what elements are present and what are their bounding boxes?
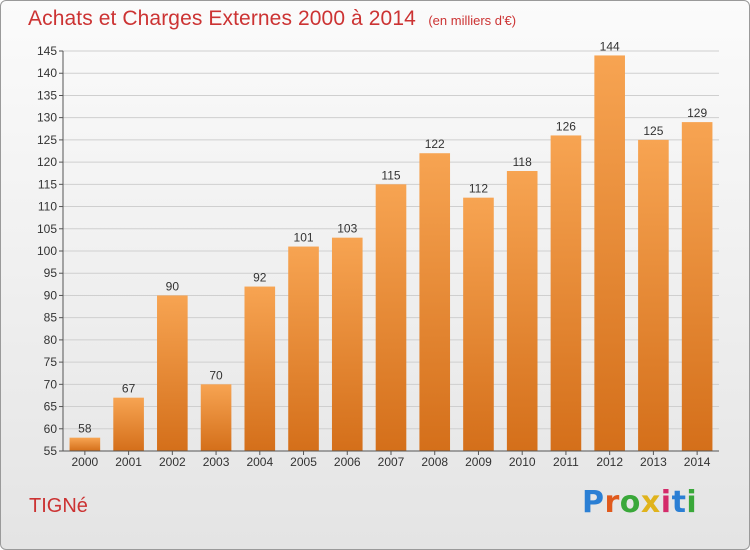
x-tick-label-2005: 2005 bbox=[290, 455, 317, 469]
bar-2004 bbox=[244, 286, 276, 451]
bar-2006 bbox=[331, 237, 363, 451]
y-tick-label-110: 110 bbox=[38, 200, 57, 214]
y-tick-label-140: 140 bbox=[37, 66, 57, 80]
x-tick-label-2000: 2000 bbox=[72, 455, 99, 469]
y-tick-label-70: 70 bbox=[44, 377, 58, 391]
y-tick-label-135: 135 bbox=[37, 88, 57, 102]
value-label-2010: 118 bbox=[513, 155, 532, 169]
y-tick-label-65: 65 bbox=[44, 400, 58, 414]
y-tick-label-95: 95 bbox=[44, 266, 58, 280]
value-labels: 58 67 90 70 92 101 103 115 122 112 118 126 144 125 129 bbox=[78, 39, 707, 435]
logo-letter: o bbox=[619, 485, 641, 520]
commune-name: TIGNé bbox=[29, 495, 88, 517]
logo-letter: P bbox=[582, 485, 605, 520]
bar-2005 bbox=[288, 246, 319, 451]
x-tick-label-2012: 2012 bbox=[596, 455, 623, 469]
value-label-2002: 90 bbox=[166, 279, 180, 293]
value-label-2013: 125 bbox=[643, 124, 663, 138]
bar-2012 bbox=[594, 55, 625, 451]
value-label-2001: 67 bbox=[122, 382, 136, 396]
value-label-2009: 112 bbox=[469, 182, 488, 196]
x-tick-label-2003: 2003 bbox=[203, 455, 230, 469]
value-label-2004: 92 bbox=[253, 271, 267, 285]
logo-letter: r bbox=[604, 485, 620, 520]
value-label-2003: 70 bbox=[209, 368, 223, 382]
x-tick-label-2002: 2002 bbox=[159, 455, 186, 469]
chart-title-unit: (en milliers d'€) bbox=[428, 13, 517, 28]
bar-2003 bbox=[200, 384, 232, 451]
bar-2009 bbox=[463, 197, 494, 451]
x-tick-label-2008: 2008 bbox=[421, 455, 448, 469]
y-tick-label-125: 125 bbox=[37, 133, 57, 147]
x-tick-label-2010: 2010 bbox=[509, 455, 536, 469]
y-tick-label-80: 80 bbox=[44, 333, 58, 347]
bar-2013 bbox=[638, 139, 669, 451]
proxiti-logo[interactable]: Proxiti bbox=[582, 485, 697, 520]
x-tick-label-2011: 2011 bbox=[553, 455, 579, 469]
value-label-2011: 126 bbox=[556, 119, 576, 133]
axes: 55 60 65 70 75 80 85 90 95 100 105 110 115 120 125 130 1… bbox=[37, 44, 719, 469]
logo-letter: i bbox=[660, 485, 672, 520]
bar-2014 bbox=[681, 122, 713, 451]
x-tick-label-2009: 2009 bbox=[465, 455, 492, 469]
value-label-2008: 122 bbox=[425, 137, 445, 151]
value-label-2005: 101 bbox=[294, 231, 314, 245]
bar-2008 bbox=[419, 153, 451, 451]
logo-letter: t bbox=[671, 485, 687, 520]
y-tick-label-120: 120 bbox=[37, 155, 57, 169]
bar-2000 bbox=[69, 437, 101, 451]
x-tick-label-2004: 2004 bbox=[246, 455, 273, 469]
logo-letter: i bbox=[686, 485, 698, 520]
bars bbox=[69, 55, 713, 452]
logo-letter: x bbox=[640, 485, 661, 520]
y-tick-label-55: 55 bbox=[44, 444, 58, 458]
y-tick-label-85: 85 bbox=[44, 311, 58, 325]
y-tick-label-145: 145 bbox=[37, 44, 57, 58]
x-tick-label-2014: 2014 bbox=[684, 455, 711, 469]
y-tick-label-130: 130 bbox=[37, 111, 57, 125]
value-label-2007: 115 bbox=[381, 168, 400, 182]
x-tick-label-2007: 2007 bbox=[378, 455, 405, 469]
chart-title: Achats et Charges Externes 2000 à 2014 (… bbox=[28, 7, 516, 31]
y-tick-label-75: 75 bbox=[44, 355, 58, 369]
bar-2010 bbox=[506, 171, 538, 451]
x-tick-label-2006: 2006 bbox=[334, 455, 361, 469]
x-tick-label-2013: 2013 bbox=[640, 455, 667, 469]
x-tick-label-2001: 2001 bbox=[115, 455, 142, 469]
value-label-2000: 58 bbox=[78, 422, 92, 436]
y-tick-label-115: 115 bbox=[38, 177, 57, 191]
value-label-2012: 144 bbox=[600, 39, 620, 53]
y-tick-label-60: 60 bbox=[44, 422, 58, 436]
bar-2001 bbox=[113, 397, 144, 451]
bar-2007 bbox=[375, 184, 407, 452]
y-tick-label-105: 105 bbox=[37, 222, 57, 236]
bar-2002 bbox=[157, 295, 188, 451]
y-tick-label-100: 100 bbox=[37, 244, 57, 258]
chart-title-main: Achats et Charges Externes 2000 à 2014 bbox=[28, 7, 416, 30]
y-tick-label-90: 90 bbox=[44, 288, 58, 302]
value-label-2006: 103 bbox=[337, 222, 357, 236]
bar-2011 bbox=[550, 135, 582, 451]
value-label-2014: 129 bbox=[687, 106, 707, 120]
